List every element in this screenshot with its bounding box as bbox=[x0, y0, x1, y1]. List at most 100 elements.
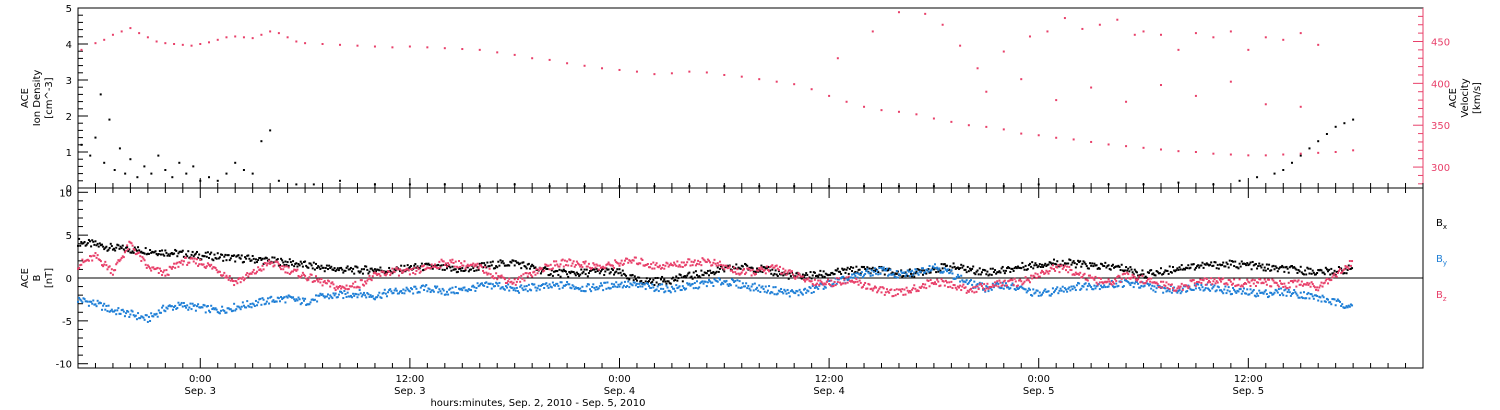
bx-point bbox=[687, 272, 690, 275]
bz-point bbox=[780, 272, 783, 275]
by-point bbox=[1123, 279, 1126, 282]
by-point bbox=[409, 287, 412, 290]
bx-point bbox=[1292, 266, 1295, 269]
by-point bbox=[333, 294, 336, 297]
bz-point bbox=[79, 264, 82, 267]
by-point bbox=[271, 300, 274, 303]
bx-point bbox=[885, 269, 888, 272]
bx-point bbox=[1012, 269, 1015, 272]
bx-point bbox=[1024, 264, 1027, 267]
bz-point bbox=[423, 264, 426, 267]
by-point bbox=[1080, 287, 1083, 290]
by-point bbox=[1000, 286, 1003, 289]
bz-point bbox=[194, 262, 197, 265]
by-point bbox=[521, 287, 524, 290]
bz-point bbox=[1052, 268, 1055, 271]
by-point bbox=[1261, 291, 1264, 294]
bx-point bbox=[376, 268, 379, 271]
bx-point bbox=[1033, 264, 1036, 267]
by-point bbox=[1205, 283, 1208, 286]
bx-point bbox=[254, 258, 257, 261]
bx-point bbox=[275, 258, 278, 261]
bx-point bbox=[333, 267, 336, 270]
bx-point bbox=[551, 274, 554, 277]
bx-point bbox=[1043, 264, 1046, 267]
bz-point bbox=[407, 269, 410, 272]
by-point bbox=[1007, 286, 1010, 289]
by-point bbox=[947, 268, 950, 271]
by-point bbox=[554, 284, 557, 287]
bz-point bbox=[210, 263, 213, 266]
bx-point bbox=[630, 274, 633, 277]
bz-point bbox=[266, 262, 269, 265]
by-point bbox=[351, 296, 354, 299]
by-point bbox=[661, 283, 664, 286]
by-point bbox=[1070, 285, 1073, 288]
bz-point bbox=[163, 269, 166, 272]
bx-point bbox=[557, 273, 560, 276]
by-point bbox=[122, 310, 125, 313]
by-point bbox=[301, 297, 304, 300]
bz-point bbox=[215, 268, 218, 271]
by-point bbox=[815, 285, 818, 288]
bx-point bbox=[629, 274, 632, 277]
bz-point bbox=[257, 266, 260, 269]
bz-point bbox=[722, 264, 725, 267]
bx-point bbox=[976, 269, 979, 272]
by-point bbox=[861, 276, 864, 279]
bx-point bbox=[393, 268, 396, 271]
by-point bbox=[1085, 288, 1088, 291]
by-point bbox=[193, 304, 196, 307]
bx-point bbox=[708, 274, 711, 277]
bx-point bbox=[414, 263, 417, 266]
bx-point bbox=[213, 253, 216, 256]
by-point bbox=[317, 294, 320, 297]
bx-point bbox=[713, 273, 716, 276]
bx-point bbox=[129, 251, 132, 254]
bz-point bbox=[753, 273, 756, 276]
by-point bbox=[150, 312, 153, 315]
bx-point bbox=[1117, 264, 1120, 267]
bx-point bbox=[671, 276, 674, 279]
by-point bbox=[337, 293, 340, 296]
bx-point bbox=[372, 270, 375, 273]
velocity-point bbox=[1063, 17, 1066, 20]
bz-point bbox=[844, 282, 847, 285]
by-point bbox=[561, 286, 564, 289]
bz-point bbox=[571, 262, 574, 265]
by-point bbox=[476, 282, 479, 285]
bz-point bbox=[980, 285, 983, 288]
bx-point bbox=[1346, 268, 1349, 271]
bx-point bbox=[852, 266, 855, 269]
bx-point bbox=[122, 248, 125, 251]
bz-point bbox=[377, 272, 380, 275]
bx-point bbox=[323, 270, 326, 273]
bx-point bbox=[1181, 268, 1184, 271]
bx-point bbox=[1190, 263, 1193, 266]
by-point bbox=[597, 287, 600, 290]
velocity-point bbox=[845, 100, 848, 103]
by-point bbox=[1043, 289, 1046, 292]
velocity-point bbox=[932, 117, 935, 120]
by-point bbox=[885, 267, 888, 270]
by-point bbox=[400, 290, 403, 293]
bz-point bbox=[284, 271, 287, 274]
bx-point bbox=[1127, 267, 1130, 270]
bz-point bbox=[823, 282, 826, 285]
bz-point bbox=[763, 269, 766, 272]
bx-point bbox=[400, 264, 403, 267]
by-point bbox=[1258, 289, 1261, 292]
bx-point bbox=[459, 267, 462, 270]
bz-point bbox=[1223, 282, 1226, 285]
bz-point bbox=[519, 280, 522, 283]
by-point bbox=[891, 273, 894, 276]
bz-point bbox=[364, 280, 367, 283]
bz-point bbox=[414, 273, 417, 276]
bx-point bbox=[294, 262, 297, 265]
by-point bbox=[1329, 301, 1332, 304]
by-point bbox=[687, 283, 690, 286]
bz-point bbox=[406, 268, 409, 271]
bx-point bbox=[200, 258, 203, 261]
bx-point bbox=[513, 264, 516, 267]
by-point bbox=[753, 282, 756, 285]
